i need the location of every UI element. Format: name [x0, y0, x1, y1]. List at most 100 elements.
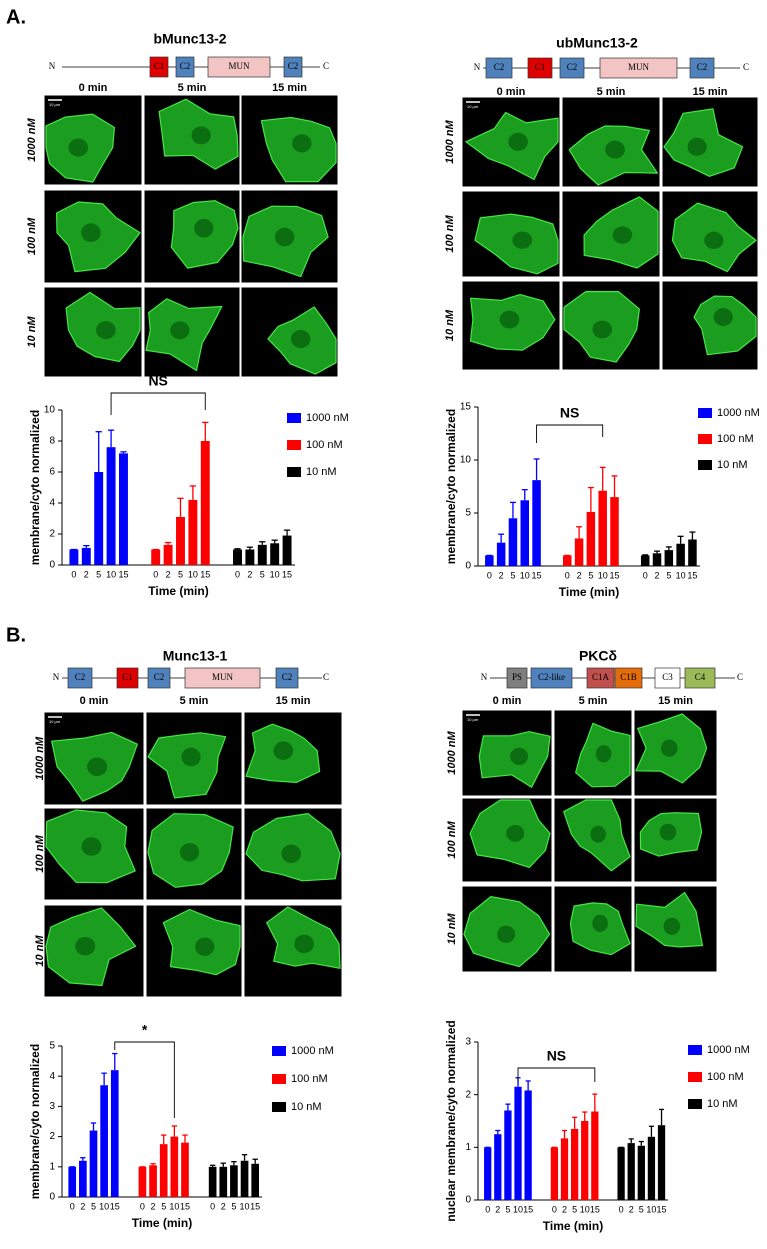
error-bar: [83, 544, 90, 548]
time-label: 15 min: [272, 82, 307, 94]
nucleus: [294, 934, 314, 954]
error-bar: [164, 541, 172, 545]
error-bar: [283, 529, 291, 536]
bar: [664, 550, 674, 566]
legend-label: 10 nM: [717, 459, 748, 471]
x-tick-label: 2: [247, 569, 252, 579]
error-bar: [171, 1125, 178, 1137]
error-bar: [498, 533, 505, 543]
error-bar: [642, 554, 649, 556]
nucleus: [273, 741, 294, 760]
nucleus: [292, 134, 312, 153]
error-bar: [259, 541, 266, 545]
x-tick-label: 10: [520, 570, 530, 580]
y-tick-label: 2: [49, 1131, 55, 1142]
x-tick-label: 15: [200, 569, 210, 579]
bar: [508, 518, 518, 566]
bar: [647, 1136, 656, 1200]
error-bar: [101, 1072, 107, 1086]
time-label: 0 min: [493, 695, 522, 707]
domain-box: [586, 667, 615, 689]
bar: [200, 441, 210, 565]
x-tick-label: 10: [270, 569, 280, 579]
legend-swatch: [287, 413, 301, 423]
x-tick-label: 15: [609, 570, 619, 580]
error-bar: [182, 1134, 188, 1143]
nucleus: [75, 936, 96, 956]
y-tick-label: 4: [49, 1071, 55, 1082]
error-bar: [677, 535, 684, 544]
y-tick-label: 5: [465, 508, 471, 519]
protein-title: ubMunc13-2: [556, 35, 638, 51]
error-bar: [112, 1052, 118, 1071]
nucleus: [659, 823, 677, 841]
y-tick-label: 3: [465, 1037, 471, 1048]
x-tick-label: 10: [188, 569, 198, 579]
nucleus: [605, 140, 625, 159]
concentration-label: 100 nM: [26, 217, 38, 255]
error-bar: [95, 431, 102, 472]
legend-label: 100 nM: [291, 1073, 328, 1085]
x-tick-label: 5: [505, 1204, 510, 1214]
bar: [484, 1147, 492, 1200]
bar: [520, 500, 530, 566]
y-tick-label: 5: [49, 1041, 55, 1052]
bar: [676, 543, 685, 566]
x-tick-label: 5: [572, 1204, 577, 1214]
domain-box: [599, 57, 678, 79]
bar: [81, 547, 91, 565]
significance-bracket: [536, 424, 604, 443]
nucleus: [663, 917, 681, 935]
error-bar: [587, 486, 594, 512]
legend-swatch: [287, 467, 301, 477]
x-tick-label: 2: [84, 569, 89, 579]
nucleus: [595, 745, 612, 763]
concentration-label: 1000 nM: [446, 730, 458, 774]
x-tick-label: 2: [655, 570, 660, 580]
bar: [68, 1166, 77, 1197]
bar: [550, 1147, 559, 1200]
y-axis-title: nuclear membrane/cyto normalized: [444, 1020, 458, 1221]
error-bar: [582, 1111, 588, 1121]
c-terminus: C: [743, 62, 749, 72]
x-tick-label: 0: [210, 1201, 215, 1211]
concentration-label: 1000 nM: [26, 117, 38, 161]
domain-label: C2: [75, 672, 86, 682]
error-bar: [90, 1122, 97, 1131]
protein-title: bMunc13-2: [153, 31, 226, 47]
error-bar: [177, 497, 184, 517]
x-tick-label: 0: [70, 1201, 75, 1211]
domain-label: C2: [180, 61, 191, 71]
error-bar: [599, 466, 606, 491]
legend-swatch: [698, 434, 712, 444]
bar: [586, 511, 596, 566]
nucleus: [191, 126, 211, 145]
x-tick-label: 2: [495, 1204, 500, 1214]
x-tick-label: 10: [580, 1204, 590, 1214]
domain-label: C1A: [592, 672, 610, 682]
nucleus: [506, 824, 525, 842]
x-axis-title: Time (min): [148, 584, 208, 598]
bar: [504, 1110, 512, 1200]
bar: [688, 539, 697, 566]
error-bar: [509, 501, 516, 519]
y-tick-label: 0: [465, 1195, 471, 1206]
x-tick-label: 15: [110, 1201, 120, 1211]
bar: [100, 1085, 108, 1197]
domain-box: [684, 667, 716, 689]
nucleus: [704, 231, 724, 250]
error-bar: [202, 421, 209, 441]
bar: [94, 472, 104, 565]
x-tick-label: 2: [629, 1204, 634, 1214]
bar: [106, 447, 116, 565]
time-label: 15 min: [276, 695, 311, 707]
legend-label: 1000 nM: [717, 407, 760, 419]
bar: [617, 1147, 625, 1200]
bar: [138, 1166, 147, 1197]
legend-label: 100 nM: [306, 439, 343, 451]
domain-box: [147, 667, 171, 689]
scale-bar-label: 10 µm: [467, 717, 479, 722]
y-tick-label: 10: [460, 455, 472, 466]
protein-title: PKCδ: [579, 648, 617, 664]
